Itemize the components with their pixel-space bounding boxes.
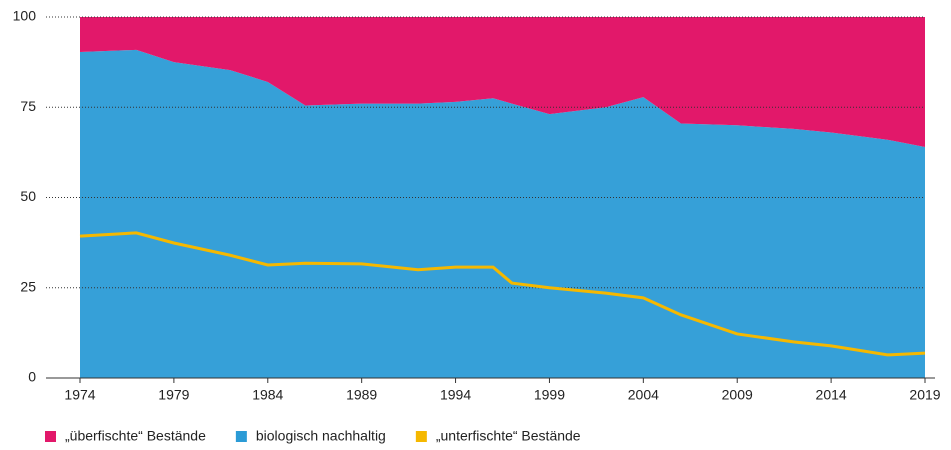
x-tick-label: 1979 [158, 387, 189, 403]
y-tick-label: 75 [20, 98, 36, 114]
x-tick-label: 2014 [816, 387, 847, 403]
y-tick-label: 0 [28, 369, 36, 385]
y-tick-label: 50 [20, 188, 36, 204]
x-tick-label: 1999 [534, 387, 565, 403]
x-tick-label: 1974 [64, 387, 95, 403]
legend-swatch [235, 431, 247, 442]
legend-swatch [45, 431, 56, 442]
lines [79, 231, 926, 357]
x-tick-label: 1989 [346, 387, 377, 403]
area [80, 49, 925, 378]
x-tick-label: 2004 [628, 387, 659, 403]
legend-swatch [415, 431, 427, 442]
x-tick-label: 2009 [722, 387, 753, 403]
y-tick-label: 25 [20, 278, 36, 294]
x-tick-label: 2019 [909, 387, 940, 403]
x-tick-label: 1984 [252, 387, 283, 403]
plot-area [80, 17, 925, 378]
legend-label: „unterfischte“ Bestände [436, 428, 581, 444]
legend-label: „überfischte“ Bestände [65, 428, 206, 444]
x-tick-label: 1994 [440, 387, 471, 403]
area [80, 17, 925, 147]
y-tick-label: 100 [13, 8, 37, 24]
legend-label: biologisch nachhaltig [256, 428, 386, 444]
line [79, 231, 926, 357]
